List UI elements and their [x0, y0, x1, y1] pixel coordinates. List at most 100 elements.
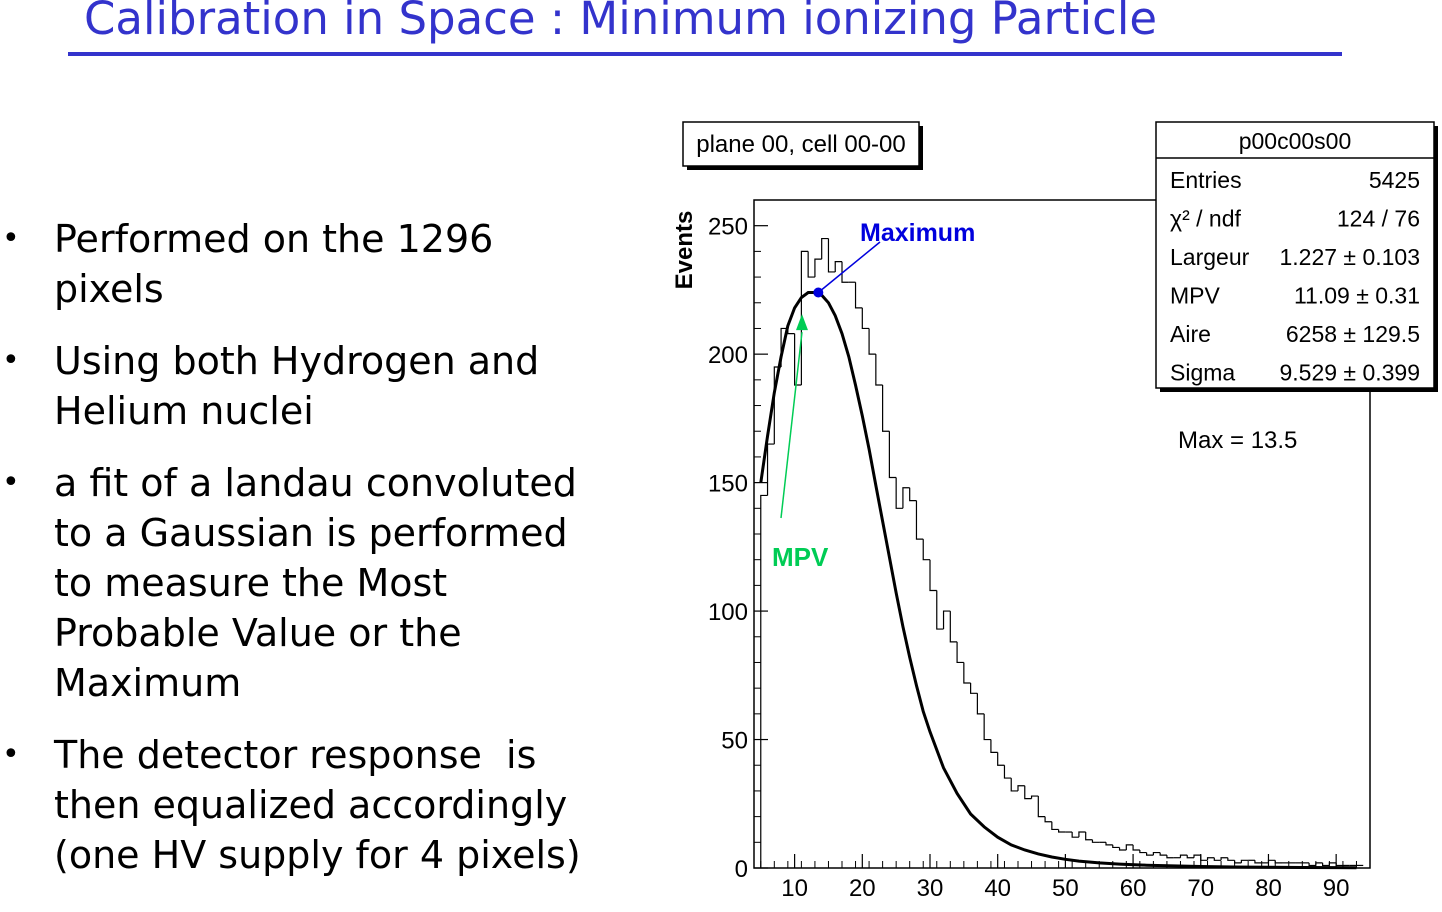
- histogram-bin: [1254, 860, 1262, 864]
- histogram-bin: [929, 559, 937, 592]
- chart-title-box: [682, 121, 920, 167]
- histogram-bin: [1179, 854, 1188, 858]
- stats-box-title: p00c00s00: [1239, 128, 1352, 154]
- bullet-marker: •: [2, 221, 20, 256]
- histogram-bin: [1024, 785, 1032, 800]
- histogram-bin: [1071, 832, 1079, 838]
- y-tick-label: 0: [735, 856, 748, 883]
- x-tick-label: 70: [1187, 875, 1214, 902]
- histogram-bin: [1315, 862, 1323, 866]
- chart-title: plane 00, cell 00-00: [696, 131, 905, 158]
- stats-row-label: χ² / ndf: [1170, 206, 1241, 232]
- histogram-bin: [821, 237, 829, 260]
- bullet-marker: •: [2, 465, 20, 500]
- bullet-list: • Performed on the 1296 pixels • Using both …: [0, 214, 660, 902]
- histogram-bin: [1186, 855, 1194, 859]
- histogram-bin: [1017, 785, 1025, 791]
- histogram-bin: [922, 539, 930, 561]
- bullet-item: • The detector response is then equalized …: [0, 730, 660, 880]
- histogram-bin: [997, 752, 1005, 766]
- y-axis-label: Events: [671, 211, 698, 290]
- bullet-item: • Performed on the 1296 pixels: [0, 214, 660, 314]
- histogram-bin: [841, 261, 849, 283]
- histogram-bin: [861, 307, 870, 330]
- x-tick-label: 10: [781, 875, 808, 902]
- histogram-bin: [1030, 795, 1039, 799]
- fit-curve: [759, 291, 1357, 870]
- stats-row-value: 124 / 76: [1337, 206, 1420, 232]
- histogram-bin: [1037, 796, 1046, 818]
- histogram-bin: [1200, 855, 1208, 861]
- histogram-bin: [1044, 816, 1052, 823]
- bullet-marker: •: [2, 737, 20, 772]
- stats-row-label: Entries: [1170, 167, 1242, 193]
- bullet-marker: •: [2, 343, 20, 378]
- histogram-bin: [1078, 831, 1086, 838]
- y-tick-label: 150: [708, 471, 748, 498]
- histogram-bin: [1010, 778, 1018, 792]
- histogram-bin: [970, 683, 978, 694]
- stats-row-value: 11.09 ± 0.31: [1294, 283, 1420, 309]
- histogram-bin: [1240, 859, 1249, 863]
- histogram-bin: [956, 641, 964, 664]
- histogram-bin: [1152, 851, 1161, 856]
- stats-row-label: MPV: [1170, 283, 1221, 309]
- histogram-bin: [1220, 857, 1228, 861]
- mpv-arrowhead: [795, 314, 808, 331]
- histogram-bin: [902, 487, 910, 509]
- histogram-bin: [875, 354, 883, 386]
- histogram-bin: [936, 590, 944, 630]
- histogram-bin: [949, 611, 958, 643]
- histogram-bin: [1308, 862, 1316, 867]
- bullet-text-line: a fit of a landau convoluted: [54, 461, 577, 505]
- y-tick-label: 100: [708, 599, 748, 626]
- bullet-text-line: Maximum: [54, 661, 242, 705]
- maximum-pointer-line: [817, 241, 881, 294]
- histogram-bin: [976, 693, 985, 715]
- x-tick-label: 90: [1323, 875, 1350, 902]
- histogram-bin: [1085, 832, 1093, 841]
- histogram-bin: [1159, 852, 1167, 856]
- bullet-item: • Using both Hydrogen and Helium nuclei: [0, 336, 660, 436]
- x-tick-label: 60: [1120, 875, 1147, 902]
- histogram-bin: [868, 328, 876, 355]
- histogram-bin: [888, 431, 897, 479]
- chart-title-shadow: [919, 126, 923, 170]
- histogram-bin: [1146, 852, 1154, 856]
- mpv-label: MPV: [772, 542, 829, 572]
- x-tick-label: 40: [984, 875, 1011, 902]
- x-tick-label: 20: [849, 875, 876, 902]
- histogram-bin: [1213, 857, 1222, 861]
- max-text: Max = 13.5: [1178, 427, 1297, 454]
- bullet-item: • a fit of a landau convoluted to a Gaussi…: [0, 458, 660, 708]
- histogram-bin: [1003, 765, 1012, 779]
- histogram-bin: [1125, 844, 1134, 851]
- title-underline: [68, 52, 1342, 56]
- bullet-text-line: pixels: [54, 267, 164, 311]
- y-tick-label: 200: [708, 342, 748, 369]
- histogram-bin: [990, 739, 998, 753]
- histogram-bin: [1234, 860, 1242, 864]
- histogram-bin: [1274, 860, 1282, 864]
- chart-title-shadow: [687, 166, 923, 170]
- stats-row-label: Sigma: [1170, 360, 1235, 386]
- stats-box: [1155, 121, 1435, 389]
- histogram-chart: 0 50 100 150 200 250 10 20 30 40 50 60 70 80 90 plane 0…: [671, 121, 1438, 902]
- bullet-text-line: to a Gaussian is performed: [54, 511, 568, 555]
- bullet-text-line: (one HV supply for 4 pixels): [54, 833, 581, 877]
- histogram-bin: [1105, 842, 1113, 846]
- histogram-bin: [882, 384, 890, 432]
- histogram-bin: [1193, 854, 1201, 858]
- histogram-bin: [1227, 857, 1235, 861]
- bullet-text-line: then equalized accordingly: [54, 783, 568, 827]
- histogram-bin: [766, 443, 775, 496]
- histogram-bin: [834, 261, 842, 272]
- x-tick-label: 80: [1255, 875, 1282, 902]
- bullet-text-line: Helium nuclei: [54, 389, 314, 433]
- bullet-text-line: Probable Value or the: [54, 611, 462, 655]
- slide-title: Calibration in Space : Minimum ionizing …: [84, 0, 1158, 45]
- histogram-bin: [909, 487, 917, 502]
- stats-row-label: Aire: [1170, 321, 1211, 347]
- maximum-label: Maximum: [860, 219, 975, 247]
- x-tick-label: 50: [1052, 875, 1079, 902]
